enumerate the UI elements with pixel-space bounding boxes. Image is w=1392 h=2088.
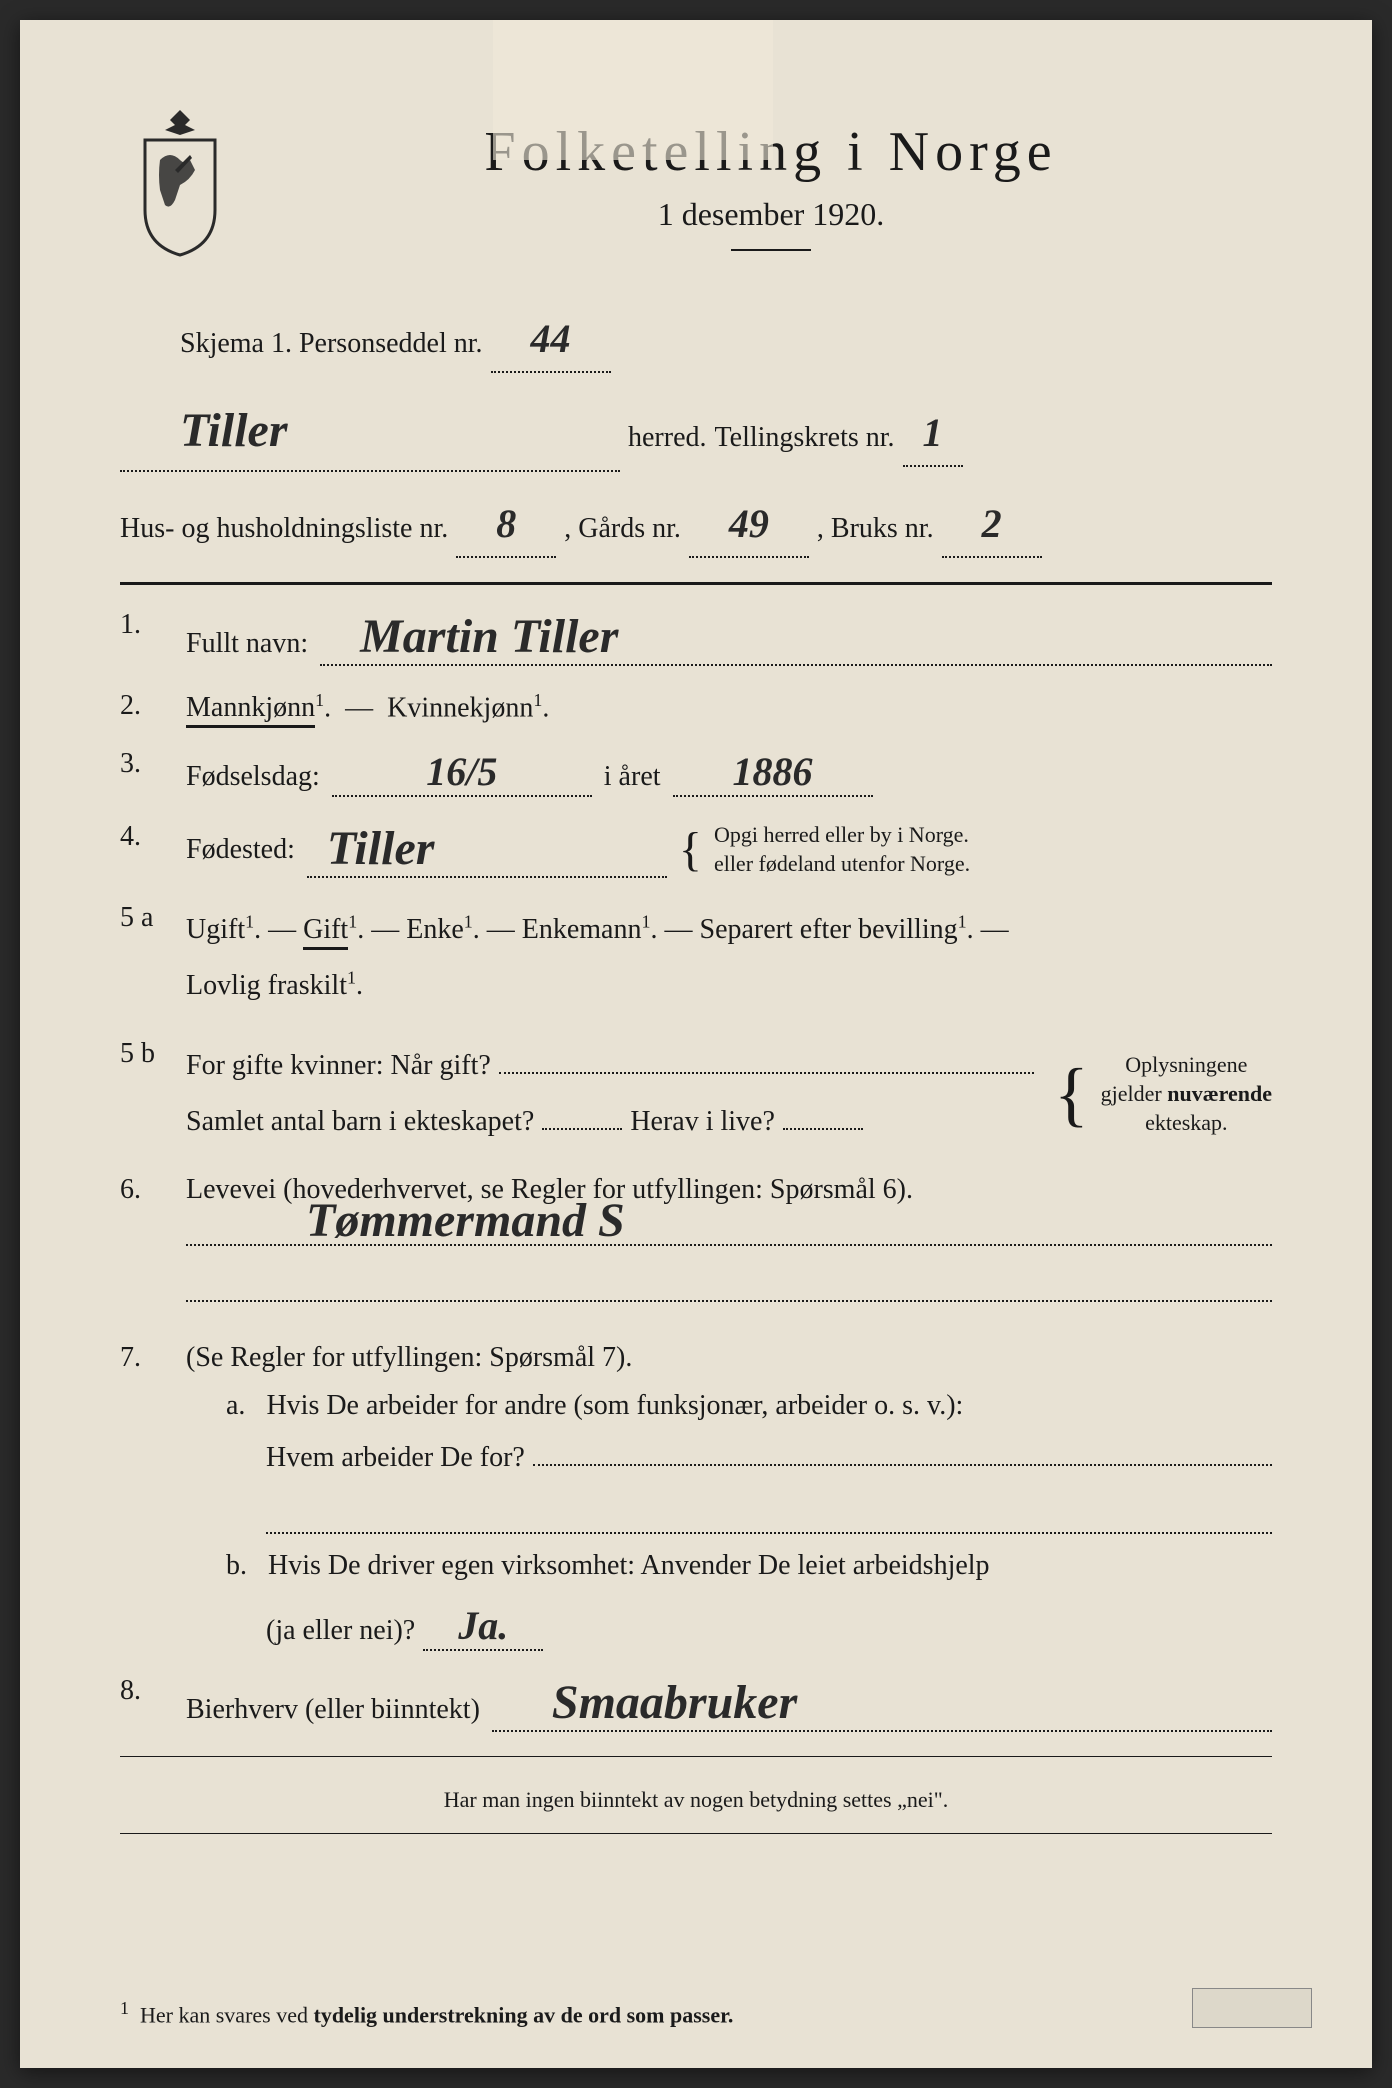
- question-2: 2. Mannkjønn1. — Kvinnekjønn1.: [120, 690, 1272, 724]
- gards-label: , Gårds nr.: [564, 507, 681, 552]
- q3-year: 1886: [673, 748, 873, 797]
- husliste-nr: 8: [456, 492, 556, 558]
- q7a-label: a.: [226, 1390, 245, 1421]
- q5a-separert: Separert efter bevilling: [700, 914, 958, 945]
- question-1: 1. Fullt navn: Martin Tiller: [120, 609, 1272, 666]
- question-7: 7. (Se Regler for utfyllingen: Spørsmål …: [120, 1342, 1272, 1651]
- question-3: 3. Fødselsdag: 16/5 i året 1886: [120, 748, 1272, 797]
- q5a-ugift: Ugift: [186, 914, 245, 945]
- footer-note: 1 Her kan svares ved tydelig understrekn…: [120, 1998, 1272, 2028]
- q5b-note1: Oplysningene: [1101, 1051, 1272, 1080]
- q2-sup1: 1: [315, 690, 324, 710]
- q5b-label1: For gifte kvinner: Når gift?: [186, 1038, 491, 1094]
- rule-top: [120, 582, 1272, 585]
- census-form-page: Folketelling i Norge 1 desember 1920. Sk…: [20, 20, 1372, 2068]
- husliste-label: Hus- og husholdningsliste nr.: [120, 507, 448, 552]
- q6-blank2: [186, 1262, 1272, 1302]
- question-5b: 5 b For gifte kvinner: Når gift? Samlet …: [120, 1038, 1272, 1150]
- printer-stamp: [1192, 1988, 1312, 2028]
- bruks-label: , Bruks nr.: [817, 507, 934, 552]
- skjema-label: Skjema 1. Personseddel nr.: [180, 322, 483, 367]
- q7-num: 7.: [120, 1342, 170, 1651]
- herred-value: Tiller: [120, 393, 620, 472]
- brace-icon: {: [679, 826, 702, 874]
- q8-num: 8.: [120, 1675, 170, 1732]
- bruks-nr: 2: [942, 492, 1042, 558]
- q7a-text1: Hvis De arbeider for andre (som funksjon…: [266, 1390, 963, 1421]
- q7a-blank2: [266, 1494, 1272, 1534]
- question-4: 4. Fødested: Tiller { Opgi herred eller …: [120, 821, 1272, 878]
- footnote: Har man ingen biinntekt av nogen betydni…: [120, 1787, 1272, 1813]
- q7a-text2: Hvem arbeider De for?: [266, 1442, 525, 1474]
- q3-day: 16/5: [332, 748, 592, 797]
- question-8: 8. Bierhverv (eller biinntekt) Smaabruke…: [120, 1675, 1272, 1732]
- crest-svg: [120, 100, 240, 260]
- q7b-text2: (ja eller nei)?: [266, 1615, 415, 1647]
- q6-num: 6.: [120, 1174, 170, 1318]
- q6-value: Tømmermand S: [306, 1193, 625, 1248]
- q5b-num: 5 b: [120, 1038, 170, 1150]
- meta-row-3: Hus- og husholdningsliste nr. 8 , Gårds …: [120, 492, 1272, 558]
- tellingskrets-nr: 1: [903, 401, 963, 467]
- q4-note2: eller fødeland utenfor Norge.: [714, 850, 970, 879]
- brace-icon-2: {: [1054, 1058, 1089, 1130]
- q5b-note-block: { Oplysningene gjelder nuværende ekteska…: [1054, 1051, 1272, 1137]
- q5b-note2: gjelder nuværende: [1101, 1081, 1272, 1106]
- q7b-label: b.: [226, 1550, 247, 1581]
- q1-num: 1.: [120, 609, 170, 666]
- q7a-blank: [533, 1464, 1272, 1466]
- herred-label: herred.: [628, 416, 707, 461]
- q2-kvinne: Kvinnekjønn: [387, 692, 533, 723]
- q5a-lovlig: Lovlig fraskilt: [186, 970, 347, 1001]
- coat-of-arms-icon: [120, 100, 240, 260]
- q5a-num: 5 a: [120, 902, 170, 1014]
- personseddel-nr: 44: [491, 307, 611, 373]
- meta-row-2: Tiller herred. Tellingskrets nr. 1: [120, 393, 1272, 472]
- q3-yearlabel: i året: [604, 761, 661, 793]
- q5a-enke: Enke: [406, 914, 464, 945]
- q5b-blank1: [499, 1072, 1034, 1074]
- q1-value: Martin Tiller: [320, 609, 1272, 666]
- rule-footer: [120, 1833, 1272, 1834]
- q2-mann: Mannkjønn: [186, 692, 315, 728]
- q8-label: Bierhverv (eller biinntekt): [186, 1694, 480, 1726]
- q7b-value: Ja.: [423, 1602, 543, 1651]
- q7b-text1: Hvis De driver egen virksomhet: Anvender…: [268, 1550, 990, 1581]
- question-5a: 5 a Ugift1. — Gift1. — Enke1. — Enkemann…: [120, 902, 1272, 1014]
- gards-nr: 49: [689, 492, 809, 558]
- q5b-label2: Samlet antal barn i ekteskapet?: [186, 1094, 534, 1150]
- page-subtitle: 1 desember 1920.: [270, 196, 1272, 233]
- q4-label: Fødested:: [186, 834, 295, 866]
- footer-num: 1: [120, 1998, 129, 2018]
- footer-text: Her kan svares ved tydelig understreknin…: [140, 2002, 733, 2027]
- q1-label: Fullt navn:: [186, 628, 308, 660]
- meta-row-1: Skjema 1. Personseddel nr. 44: [120, 307, 1272, 373]
- q7a: a. Hvis De arbeider for andre (som funks…: [226, 1390, 1272, 1534]
- q4-value: Tiller: [307, 821, 667, 878]
- q2-num: 2.: [120, 690, 170, 724]
- q7-label: (Se Regler for utfyllingen: Spørsmål 7).: [186, 1342, 1272, 1374]
- q5b-blank3: [783, 1128, 863, 1130]
- tellingskrets-label: Tellingskrets nr.: [715, 416, 895, 461]
- q5a-enkemann: Enkemann: [522, 914, 642, 945]
- paper-stain: [493, 20, 773, 160]
- q3-num: 3.: [120, 748, 170, 797]
- q4-note1: Opgi herred eller by i Norge.: [714, 821, 970, 850]
- q5a-gift: Gift: [303, 914, 348, 950]
- q4-note-block: { Opgi herred eller by i Norge. eller fø…: [679, 821, 970, 878]
- q5b-note3: ekteskap.: [1101, 1109, 1272, 1138]
- q4-num: 4.: [120, 821, 170, 878]
- q3-label: Fødselsdag:: [186, 761, 320, 793]
- q2-sup2: 1: [533, 690, 542, 710]
- question-6: 6. Levevei (hovederhvervet, se Regler fo…: [120, 1174, 1272, 1318]
- q8-value: Smaabruker: [492, 1675, 1272, 1732]
- q7b: b. Hvis De driver egen virksomhet: Anven…: [226, 1550, 1272, 1651]
- q5b-label3: Herav i live?: [630, 1094, 775, 1150]
- q5b-blank2: [542, 1128, 622, 1130]
- title-divider: [731, 249, 811, 251]
- rule-bottom: [120, 1756, 1272, 1757]
